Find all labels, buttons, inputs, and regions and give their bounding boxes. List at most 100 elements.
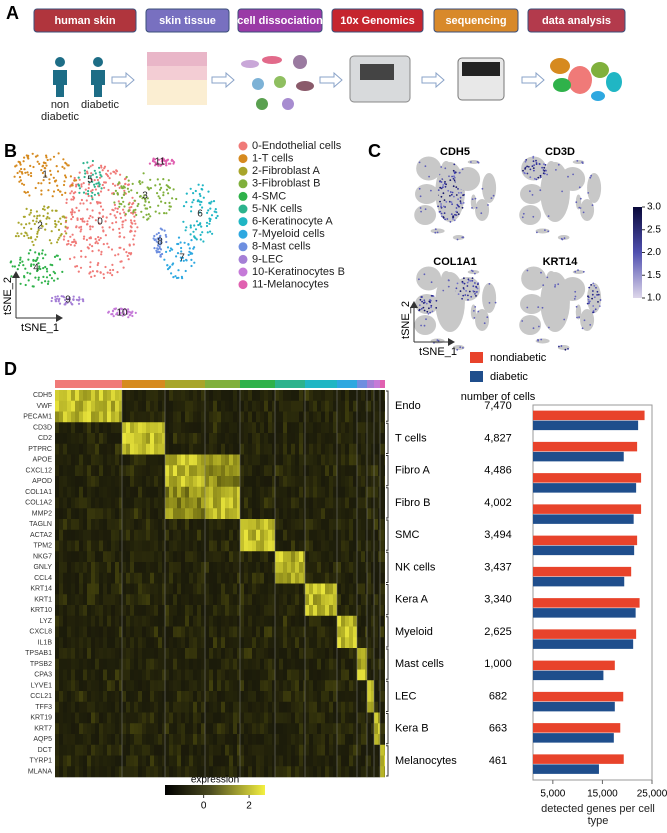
heatmap-cell [248, 755, 252, 767]
heatmap-cell [268, 411, 272, 423]
flow-arrow [211, 71, 235, 89]
heatmap-cell [272, 562, 275, 574]
expression-point [486, 316, 489, 319]
heatmap-cell [193, 433, 197, 445]
heatmap-cell [337, 712, 341, 724]
heatmap-cell [193, 508, 197, 520]
heatmap-cell [325, 723, 329, 735]
tsne-point [40, 182, 43, 185]
heatmap-cell [233, 744, 237, 756]
heatmap-cell [380, 734, 384, 746]
heatmap-cell [197, 551, 201, 563]
heatmap-cell [99, 594, 103, 606]
tsne-point [50, 230, 53, 233]
heatmap-cell [341, 744, 345, 756]
gene-label: DCT [38, 747, 53, 754]
colorbar [165, 785, 265, 795]
heatmap-cell [154, 551, 158, 563]
heatmap-cell [233, 712, 237, 724]
expression-point [494, 301, 497, 304]
heatmap-cell [240, 658, 244, 670]
heatmap-cell [165, 497, 169, 509]
expression-point [557, 163, 560, 166]
tsne-point [78, 191, 81, 194]
tsne-point [104, 181, 107, 184]
heatmap-cell [317, 755, 321, 767]
heatmap-cell [252, 454, 256, 466]
heatmap-cell [317, 734, 321, 746]
heatmap-cell [107, 400, 111, 412]
heatmap-cell [325, 443, 329, 455]
expression-point [521, 320, 524, 322]
expression-point [578, 206, 581, 209]
tsne-point [101, 183, 104, 187]
x-tick-label: 5,000 [540, 789, 565, 800]
heatmap-cell [217, 680, 221, 692]
expression-point [431, 310, 434, 313]
heatmap-cell [103, 529, 107, 541]
tsne-point [107, 188, 110, 192]
heatmap-cell [209, 615, 213, 627]
heatmap-cell [244, 390, 248, 402]
heatmap-cell [126, 443, 130, 455]
heatmap-cell [264, 637, 268, 649]
heatmap-cell [142, 766, 146, 778]
tsne-point [175, 276, 179, 280]
heatmap-cell [260, 658, 264, 670]
tsne-point [96, 178, 99, 182]
heatmap-cell [169, 497, 173, 509]
heatmap-cell [87, 626, 91, 638]
heatmap-cell [365, 680, 367, 692]
heatmap-cell [337, 701, 341, 713]
heatmap-cell [201, 680, 205, 692]
heatmap-cell [115, 497, 119, 509]
tsne-point [111, 313, 114, 316]
bar [533, 420, 639, 431]
heatmap-cell [217, 422, 221, 434]
heatmap-cell [119, 540, 122, 552]
heatmap-cell [75, 744, 79, 756]
expression-point [593, 284, 596, 287]
tsne-point [34, 251, 37, 254]
heatmap-cell [317, 411, 321, 423]
heatmap-cell [248, 508, 252, 520]
heatmap-cell [55, 476, 59, 488]
heatmap-cell [87, 744, 91, 756]
tsne-point [82, 182, 85, 185]
heatmap-cell [287, 529, 291, 541]
tsne-point [157, 158, 160, 161]
heatmap-cell [209, 519, 213, 531]
heatmap-cell [233, 562, 237, 574]
heatmap-cell [272, 572, 275, 584]
expression-point [589, 300, 591, 303]
tsne-point [97, 222, 101, 225]
heatmap-cell [185, 734, 189, 746]
tsne-point [43, 208, 46, 211]
heatmap-cell [303, 390, 305, 402]
heatmap-cell [295, 626, 299, 638]
tsne-point [122, 185, 125, 188]
heatmap-cell [173, 433, 177, 445]
expression-point [442, 205, 445, 208]
tsne-point [115, 221, 118, 224]
heatmap-cell [95, 411, 99, 423]
heatmap-cell [321, 626, 325, 638]
heatmap-cell [185, 648, 189, 660]
expression-point [533, 164, 535, 167]
gene-label: COL1A2 [25, 500, 52, 507]
heatmap-cell [317, 605, 321, 617]
heatmap-cell [295, 519, 299, 531]
tsne-point [22, 264, 25, 267]
heatmap-cell [189, 497, 193, 509]
heatmap-cell [321, 529, 325, 541]
heatmap-cell [268, 508, 272, 520]
tsne-point [59, 234, 62, 237]
tsne-point [108, 226, 111, 229]
heatmap-cell [55, 615, 59, 627]
tsne-point [125, 251, 128, 254]
tsne-point [41, 165, 44, 168]
heatmap-cell [337, 572, 341, 584]
heatmap-cell [305, 540, 309, 552]
heatmap-cell [162, 648, 165, 660]
heatmap-cell [380, 411, 384, 423]
